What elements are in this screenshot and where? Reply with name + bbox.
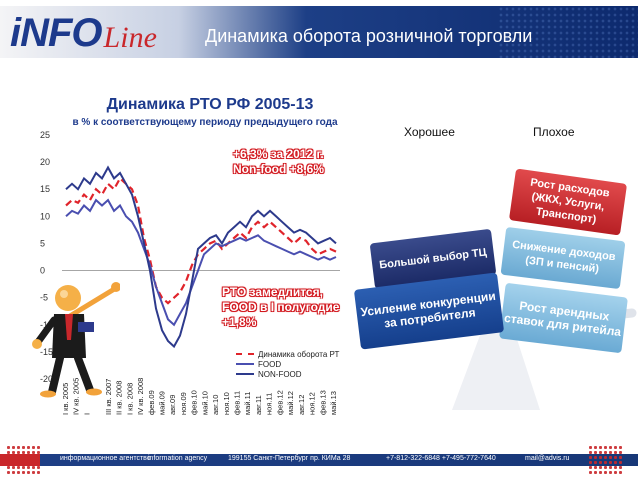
- legend-label-nonfood: NON-FOOD: [258, 369, 302, 379]
- x-tick-label: фев.09: [147, 390, 156, 415]
- annotation-slowdown-line2: FOOD в I полугодие: [222, 300, 340, 314]
- y-tick-label: 25: [40, 130, 50, 140]
- x-tick-label: май.09: [157, 391, 166, 415]
- logo-line-text: Line: [103, 21, 157, 54]
- x-tick-label: авг.09: [168, 395, 177, 415]
- y-tick-label: 20: [40, 157, 50, 167]
- x-tick-label: фев.10: [190, 390, 199, 415]
- x-tick-label: IV кв. 2005: [72, 378, 81, 415]
- x-tick-label: авг.11: [254, 395, 263, 415]
- x-tick-label: ноя.11: [265, 393, 274, 415]
- x-tick-label: май.10: [200, 391, 209, 415]
- x-tick-label: ноя.10: [222, 392, 231, 415]
- annotation-2012-line2: Non-food +8,6%: [233, 162, 325, 176]
- legend-item-food: FOOD: [236, 359, 339, 369]
- x-tick-label: III кв. 2007: [104, 379, 113, 415]
- x-tick-label: I кв. 2008: [125, 383, 134, 415]
- chart-subtitle: в % к соответствующему периоду предыдуще…: [72, 117, 338, 128]
- x-tick-label: ноя.09: [179, 392, 188, 415]
- x-tick-label: фев.12: [275, 390, 284, 415]
- footer: информационное агентство information age…: [0, 445, 638, 475]
- header-band: [0, 6, 638, 58]
- legend-swatch-nonfood: [236, 373, 254, 375]
- legend-item-total: Динамика оборота РТ: [236, 349, 339, 359]
- x-tick-label: ноя.12: [308, 392, 317, 415]
- y-tick-label: -15: [40, 347, 53, 357]
- y-tick-label: 15: [40, 184, 50, 194]
- annotation-slowdown-line1: РТО замедлится,: [222, 285, 323, 299]
- chart-title: Динамика РТО РФ 2005-13: [106, 96, 314, 113]
- header-dot-pattern: [498, 6, 638, 58]
- header: iNFO Line Динамика оборота розничной тор…: [0, 0, 638, 70]
- slide-title: Динамика оборота розничной торговли: [205, 26, 533, 46]
- annotation-2012-line1: +6,3% за 2012 г.: [233, 147, 324, 161]
- footer-dots-left-icon: [6, 445, 40, 475]
- annotation-slowdown-line3: +1,8%: [222, 315, 257, 329]
- y-tick-label: -20: [40, 374, 53, 384]
- legend-item-nonfood: NON-FOOD: [236, 369, 339, 379]
- annotation-slowdown: РТО замедлится, FOOD в I полугодие +1,8%: [222, 285, 339, 330]
- legend-swatch-total: [236, 353, 254, 355]
- footer-dots-right-icon: [588, 445, 622, 475]
- legend-label-food: FOOD: [258, 359, 282, 369]
- footer-agency-ru: информационное агентство: [60, 455, 151, 462]
- businessman-figure-icon: [32, 282, 120, 398]
- footer-email[interactable]: mail@advis.ru: [525, 455, 570, 462]
- annotation-2012-growth: +6,3% за 2012 г. Non-food +8,6%: [233, 147, 324, 177]
- series-line-0: [65, 176, 337, 305]
- footer-agency-en: information agency: [148, 455, 208, 462]
- legend-swatch-food: [236, 363, 254, 365]
- legend-label-total: Динамика оборота РТ: [258, 349, 340, 359]
- chart-legend: Динамика оборота РТ FOOD NON-FOOD: [236, 349, 339, 379]
- x-tick-label: май.13: [329, 391, 338, 415]
- series-line-1: [65, 198, 337, 327]
- footer-address: 199155 Санкт-Петербург пр. КИМа 28: [228, 455, 351, 462]
- y-tick-label: -5: [40, 293, 48, 303]
- x-tick-label: авг.12: [297, 395, 306, 415]
- footer-phones: +7-812-322-6848 +7-495-772-7640: [386, 455, 496, 462]
- good-column-label: Хорошее: [404, 125, 455, 139]
- footer-band: [0, 454, 638, 466]
- x-tick-label: май.12: [286, 391, 295, 415]
- y-tick-label: 5: [40, 238, 45, 248]
- x-tick-label: II кв. 2008: [115, 381, 124, 415]
- x-tick-label: фев.13: [318, 390, 327, 415]
- x-tick-label: I кв. 2005: [61, 383, 70, 415]
- y-tick-label: 0: [40, 266, 45, 276]
- series-line-2: [65, 165, 337, 349]
- logo-info-text: iNFO: [10, 10, 103, 55]
- x-tick-label: май.11: [243, 392, 252, 415]
- x-tick-label: авг.10: [211, 395, 220, 415]
- x-tick-label: фев.11: [233, 391, 242, 415]
- infoline-logo: iNFO Line: [10, 7, 157, 59]
- y-tick-label: 10: [40, 211, 50, 221]
- x-tick-label: I: [82, 413, 91, 415]
- bad-column-label: Плохое: [533, 125, 575, 139]
- x-tick-label: IV кв. 2008: [136, 378, 145, 415]
